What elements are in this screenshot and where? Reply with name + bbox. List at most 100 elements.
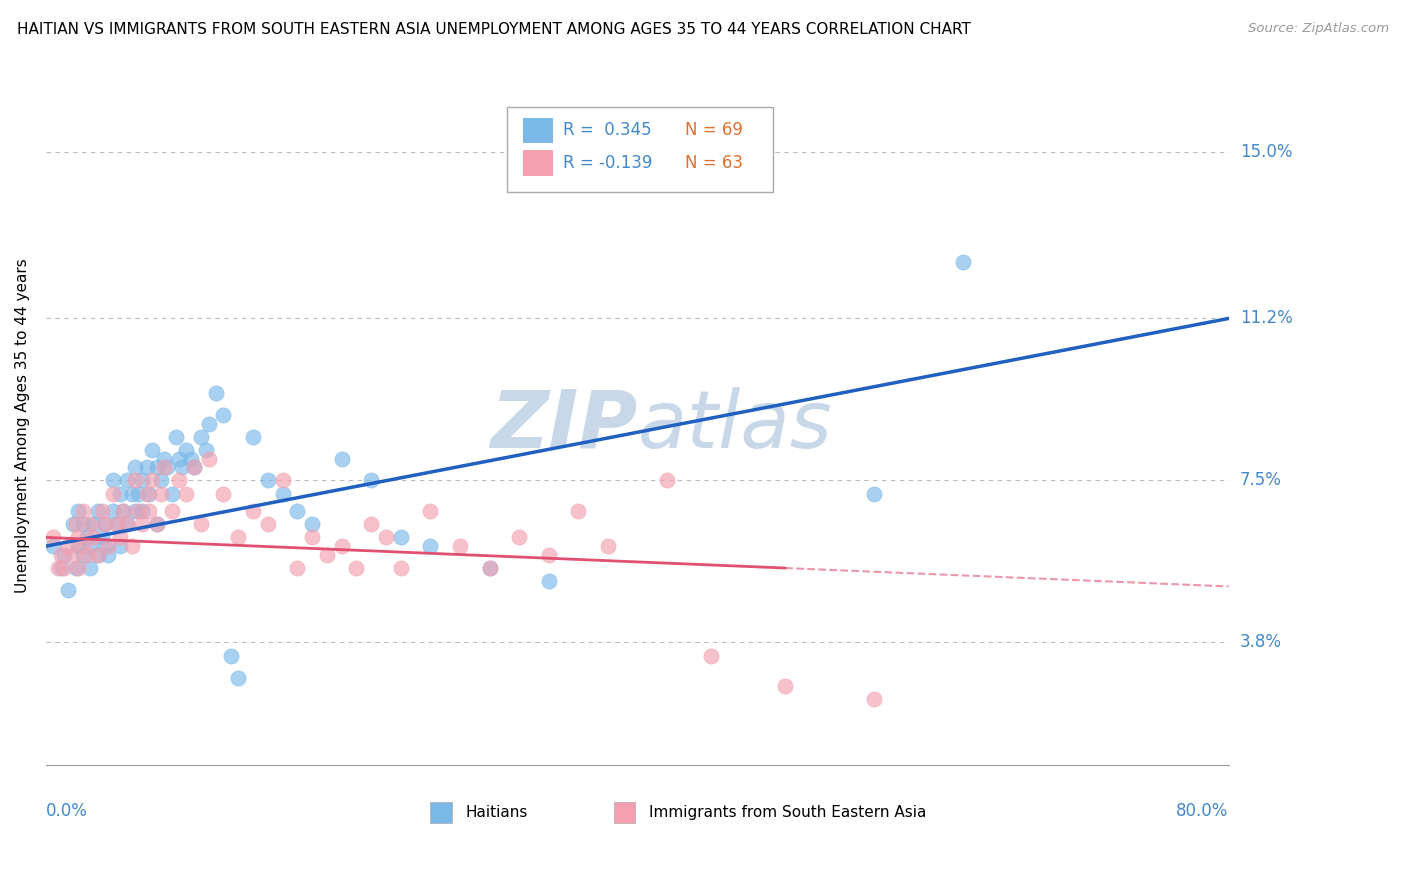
- Text: 7.5%: 7.5%: [1240, 472, 1282, 490]
- Point: [131, 504, 153, 518]
- Point: [301, 517, 323, 532]
- Point: [330, 539, 353, 553]
- Point: [141, 474, 163, 488]
- Point: [97, 548, 120, 562]
- Point: [101, 486, 124, 500]
- Point: [101, 474, 124, 488]
- Point: [124, 460, 146, 475]
- Point: [256, 517, 278, 532]
- Point: [56, 539, 79, 553]
- Point: [360, 517, 382, 532]
- FancyBboxPatch shape: [523, 118, 554, 144]
- Point: [478, 561, 501, 575]
- Point: [82, 530, 104, 544]
- Point: [315, 548, 337, 562]
- Point: [212, 408, 235, 422]
- Text: 3.8%: 3.8%: [1240, 633, 1282, 651]
- Point: [212, 486, 235, 500]
- Point: [91, 530, 114, 544]
- Point: [138, 486, 160, 500]
- Point: [108, 486, 131, 500]
- Point: [508, 530, 530, 544]
- Point: [180, 451, 202, 466]
- Y-axis label: Unemployment Among Ages 35 to 44 years: Unemployment Among Ages 35 to 44 years: [15, 259, 30, 593]
- Text: N = 63: N = 63: [685, 154, 742, 172]
- Point: [863, 486, 886, 500]
- FancyBboxPatch shape: [523, 150, 554, 176]
- Point: [138, 504, 160, 518]
- Point: [389, 530, 412, 544]
- Point: [160, 486, 183, 500]
- Text: ZIP: ZIP: [489, 387, 637, 465]
- Point: [121, 486, 143, 500]
- Point: [67, 530, 90, 544]
- Point: [72, 548, 94, 562]
- Point: [76, 530, 98, 544]
- Point: [183, 460, 205, 475]
- FancyBboxPatch shape: [613, 803, 636, 822]
- Point: [146, 460, 169, 475]
- Point: [190, 430, 212, 444]
- Point: [160, 504, 183, 518]
- Point: [67, 539, 90, 553]
- Point: [79, 539, 101, 553]
- Point: [256, 474, 278, 488]
- Text: R =  0.345: R = 0.345: [562, 121, 651, 139]
- Point: [105, 517, 128, 532]
- Point: [42, 530, 65, 544]
- Point: [111, 504, 134, 518]
- Text: 15.0%: 15.0%: [1240, 143, 1292, 161]
- FancyBboxPatch shape: [508, 107, 773, 192]
- Point: [94, 517, 117, 532]
- Point: [62, 517, 84, 532]
- Point: [170, 460, 193, 475]
- Point: [478, 561, 501, 575]
- Point: [156, 460, 179, 475]
- Point: [117, 474, 139, 488]
- Point: [141, 442, 163, 457]
- Point: [131, 517, 153, 532]
- Point: [330, 451, 353, 466]
- Point: [190, 517, 212, 532]
- Point: [49, 561, 72, 575]
- Point: [150, 486, 173, 500]
- Point: [952, 254, 974, 268]
- Point: [153, 451, 176, 466]
- Point: [271, 474, 294, 488]
- Point: [655, 474, 678, 488]
- Text: Haitians: Haitians: [465, 805, 529, 820]
- Point: [197, 417, 219, 431]
- Point: [79, 561, 101, 575]
- Point: [131, 474, 153, 488]
- Point: [183, 460, 205, 475]
- Point: [117, 517, 139, 532]
- Point: [72, 539, 94, 553]
- Point: [52, 548, 75, 562]
- FancyBboxPatch shape: [430, 803, 451, 822]
- Point: [150, 474, 173, 488]
- Point: [87, 548, 110, 562]
- Point: [167, 451, 190, 466]
- Point: [42, 539, 65, 553]
- Text: 80.0%: 80.0%: [1177, 803, 1229, 821]
- Point: [176, 442, 198, 457]
- Point: [97, 539, 120, 553]
- Point: [301, 530, 323, 544]
- Point: [537, 548, 560, 562]
- Point: [226, 530, 249, 544]
- Point: [79, 517, 101, 532]
- Point: [121, 539, 143, 553]
- Point: [419, 539, 441, 553]
- Point: [101, 504, 124, 518]
- Point: [419, 504, 441, 518]
- Point: [91, 504, 114, 518]
- Point: [226, 671, 249, 685]
- Text: 0.0%: 0.0%: [46, 803, 87, 821]
- Point: [82, 517, 104, 532]
- Point: [127, 486, 149, 500]
- Point: [72, 504, 94, 518]
- Point: [596, 539, 619, 553]
- Point: [76, 548, 98, 562]
- Point: [389, 561, 412, 575]
- Point: [567, 504, 589, 518]
